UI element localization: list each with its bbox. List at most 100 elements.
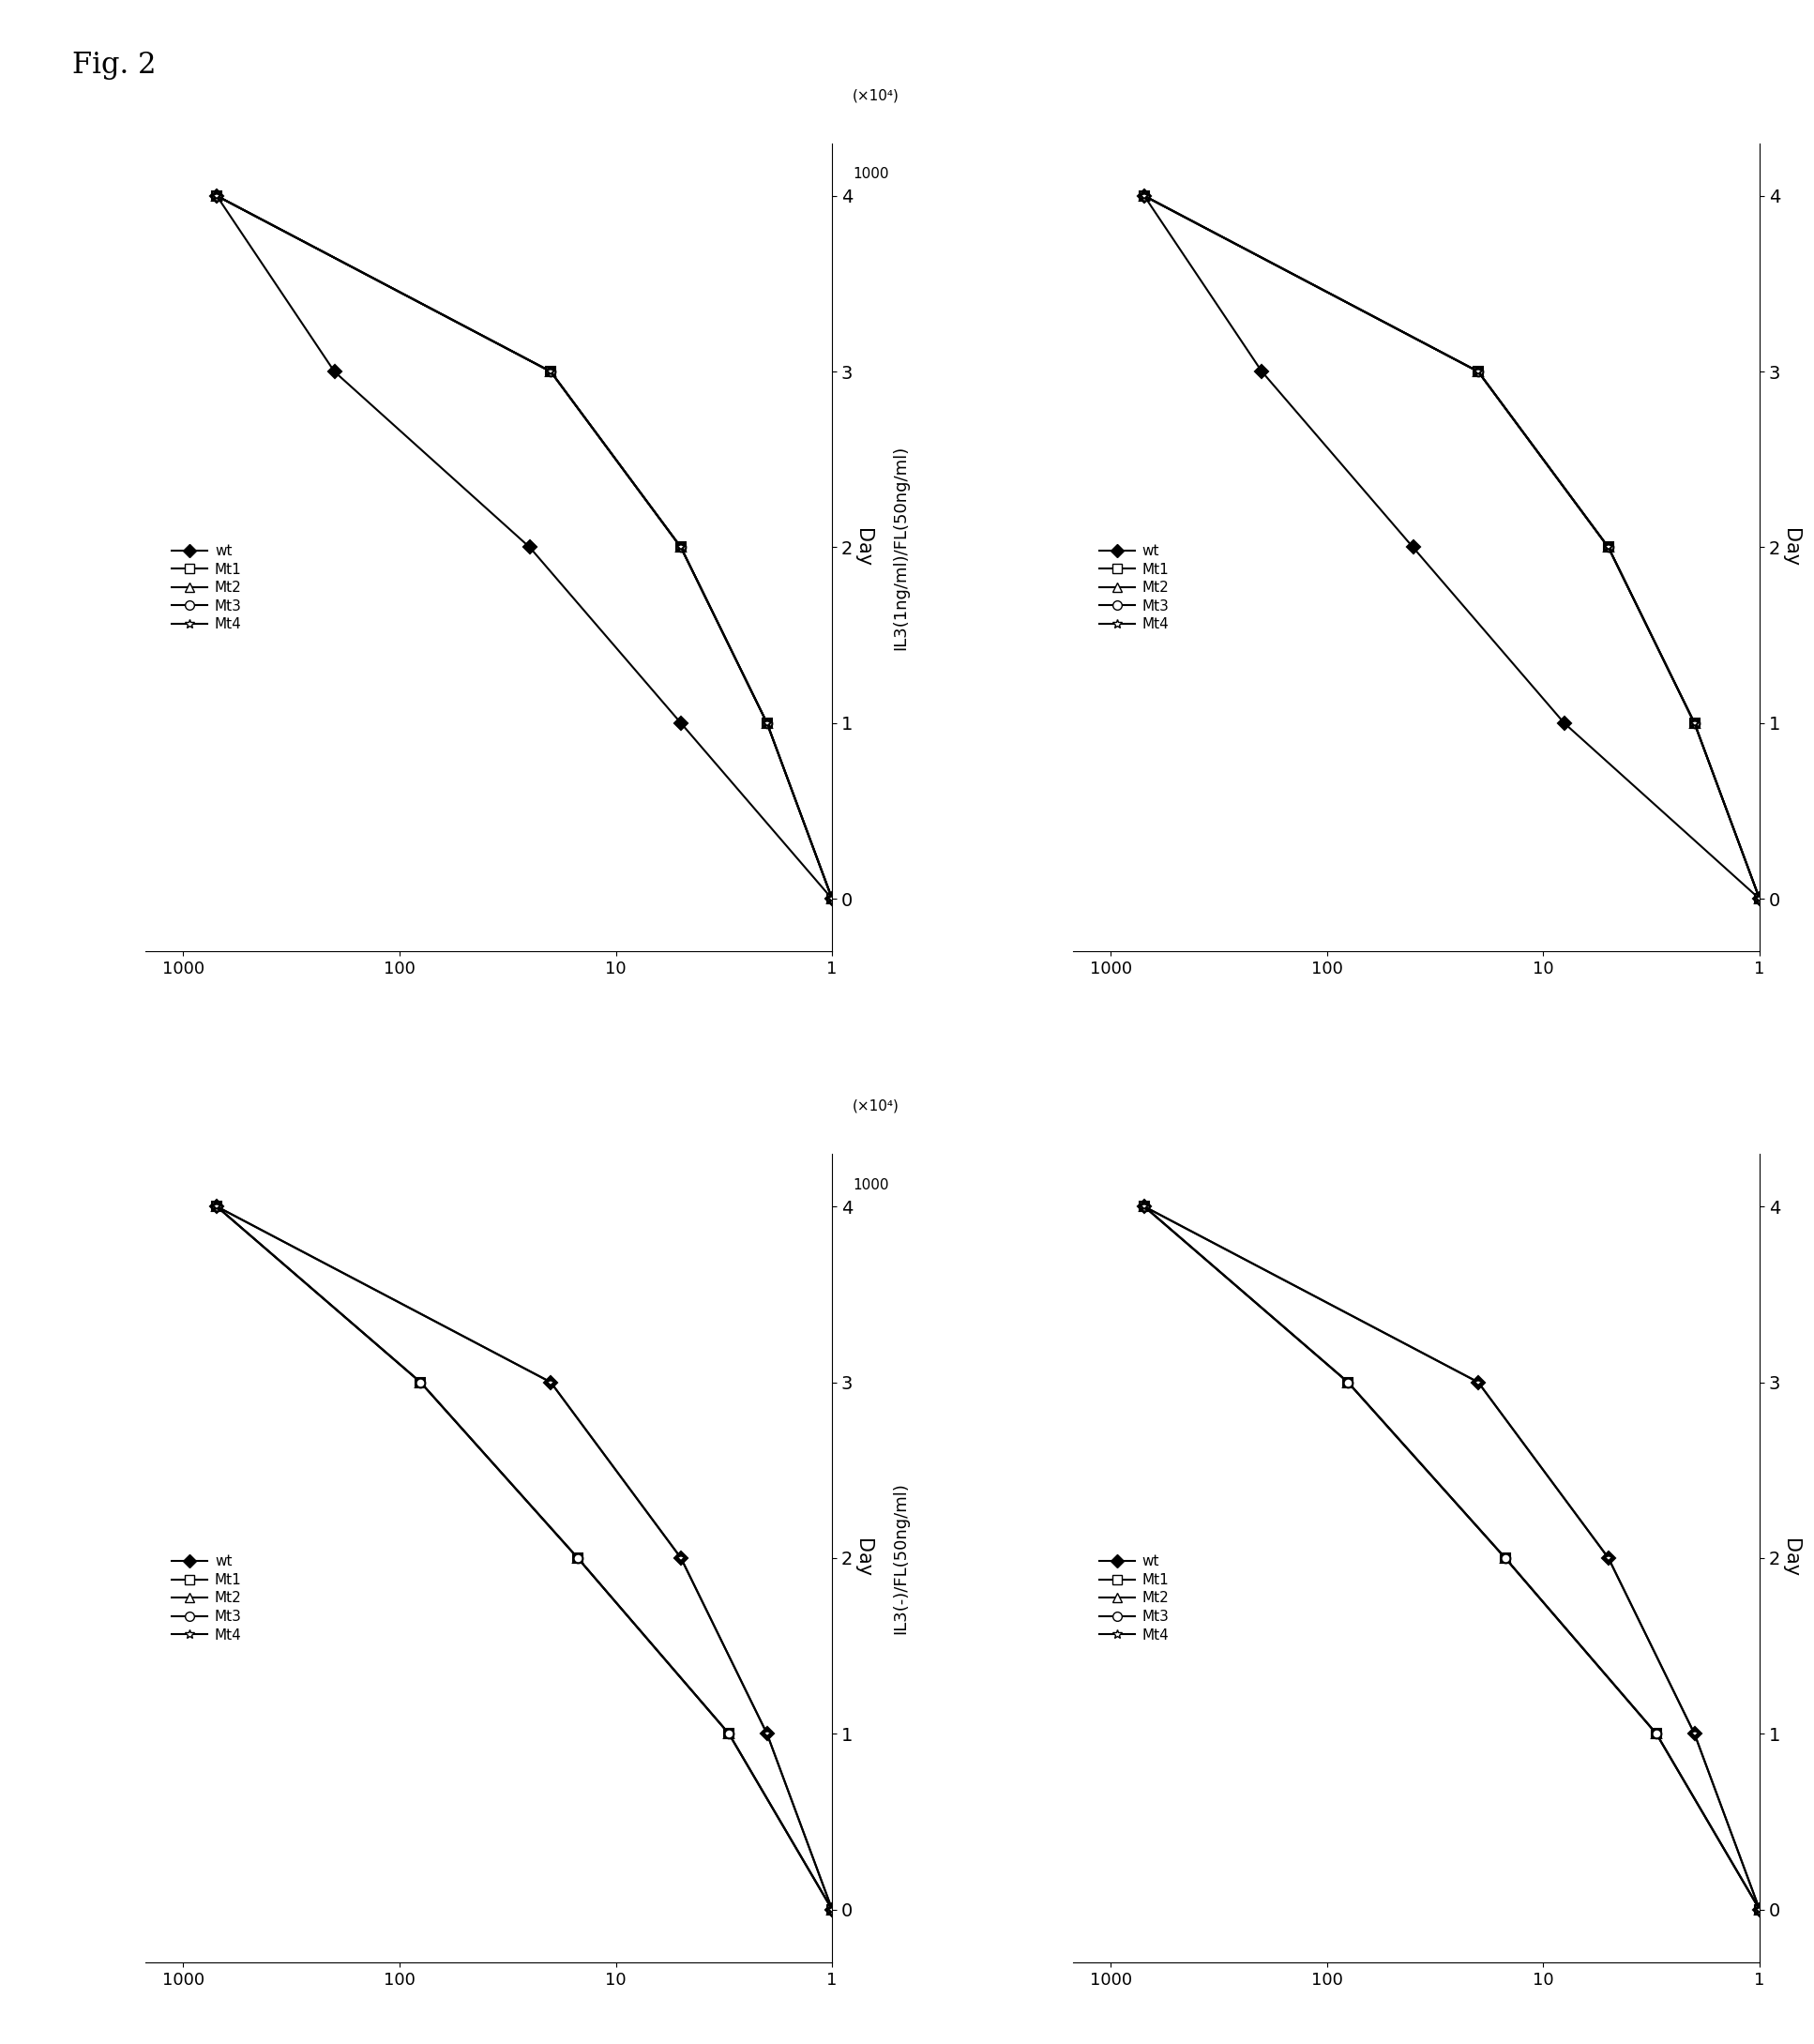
- Mt2: [1749, 1897, 1770, 1921]
- Mt2: [205, 184, 227, 208]
- Mt2: [1683, 711, 1705, 736]
- Line: Mt3: Mt3: [212, 192, 836, 903]
- Mt3: [541, 360, 562, 384]
- Mt4: [541, 360, 562, 384]
- wt: [756, 1721, 778, 1746]
- wt: [1252, 360, 1273, 384]
- Line: Mt1: Mt1: [212, 192, 836, 903]
- Mt3: [1598, 536, 1620, 560]
- wt: [205, 1194, 227, 1218]
- wt: [1134, 1194, 1156, 1218]
- wt: [1749, 887, 1770, 912]
- Mt4: [822, 1897, 844, 1921]
- Mt2: [1749, 887, 1770, 912]
- Line: Mt1: Mt1: [1139, 192, 1765, 903]
- Text: IL3(-)/FL(50ng/ml): IL3(-)/FL(50ng/ml): [892, 1482, 909, 1633]
- Mt2: [1598, 536, 1620, 560]
- Mt3: [1495, 1545, 1517, 1570]
- Mt3: [1337, 1369, 1359, 1394]
- Mt4: [1598, 536, 1620, 560]
- Mt2: [822, 887, 844, 912]
- Legend: wt, Mt1, Mt2, Mt3, Mt4: wt, Mt1, Mt2, Mt3, Mt4: [1094, 538, 1175, 638]
- Mt2: [1337, 1369, 1359, 1394]
- Y-axis label: Day: Day: [854, 1539, 873, 1578]
- Mt4: [1683, 711, 1705, 736]
- Mt1: [1134, 184, 1156, 208]
- wt: [1553, 711, 1575, 736]
- Mt4: [756, 1721, 778, 1746]
- Text: 1000: 1000: [853, 168, 889, 182]
- Text: 1000: 1000: [853, 1177, 889, 1192]
- Mt3: [1749, 1897, 1770, 1921]
- Line: wt: wt: [212, 192, 836, 903]
- wt: [1468, 1369, 1489, 1394]
- Mt3: [410, 1369, 432, 1394]
- Text: (×10⁴): (×10⁴): [853, 88, 900, 102]
- Mt1: [1749, 887, 1770, 912]
- Mt1: [541, 360, 562, 384]
- wt: [1134, 184, 1156, 208]
- Line: Mt4: Mt4: [212, 192, 836, 903]
- Mt2: [410, 1369, 432, 1394]
- wt: [1683, 1721, 1705, 1746]
- Mt2: [669, 536, 691, 560]
- Mt1: [1749, 1897, 1770, 1921]
- Mt1: [1645, 1721, 1667, 1746]
- Mt1: [756, 711, 778, 736]
- Line: Mt2: Mt2: [1139, 192, 1765, 903]
- Mt3: [205, 1194, 227, 1218]
- Mt3: [205, 184, 227, 208]
- Mt4: [1468, 1369, 1489, 1394]
- wt: [1598, 1545, 1620, 1570]
- wt: [541, 1369, 562, 1394]
- wt: [1749, 1897, 1770, 1921]
- wt: [205, 184, 227, 208]
- Mt4: [1749, 1897, 1770, 1921]
- Text: IL3(1ng/ml)/FL(50ng/ml): IL3(1ng/ml)/FL(50ng/ml): [892, 446, 909, 650]
- wt: [519, 536, 541, 560]
- Mt3: [1134, 1194, 1156, 1218]
- Mt1: [205, 184, 227, 208]
- Mt4: [1749, 887, 1770, 912]
- Line: Mt2: Mt2: [212, 1202, 836, 1913]
- Mt3: [1134, 184, 1156, 208]
- Line: Mt4: Mt4: [1139, 1202, 1765, 1913]
- Mt1: [822, 1897, 844, 1921]
- Line: Mt4: Mt4: [1139, 192, 1765, 903]
- Mt4: [1598, 1545, 1620, 1570]
- Line: Mt1: Mt1: [212, 1202, 836, 1913]
- Mt1: [669, 536, 691, 560]
- Mt1: [410, 1369, 432, 1394]
- wt: [1402, 536, 1424, 560]
- Text: Fig. 2: Fig. 2: [73, 51, 156, 80]
- Mt2: [566, 1545, 588, 1570]
- Mt3: [822, 1897, 844, 1921]
- Mt1: [1683, 711, 1705, 736]
- Mt2: [1645, 1721, 1667, 1746]
- Mt2: [205, 1194, 227, 1218]
- Mt3: [566, 1545, 588, 1570]
- Line: wt: wt: [1139, 192, 1765, 903]
- Mt2: [756, 711, 778, 736]
- Mt3: [1749, 887, 1770, 912]
- Mt3: [718, 1721, 740, 1746]
- Line: wt: wt: [1139, 1202, 1765, 1913]
- Mt4: [205, 184, 227, 208]
- Mt3: [1683, 711, 1705, 736]
- Mt1: [1337, 1369, 1359, 1394]
- wt: [669, 711, 691, 736]
- Line: Mt2: Mt2: [1139, 1202, 1765, 1913]
- Mt4: [1134, 1194, 1156, 1218]
- Mt4: [822, 887, 844, 912]
- Line: Mt1: Mt1: [1139, 1202, 1765, 1913]
- Mt2: [1134, 1194, 1156, 1218]
- Mt1: [1495, 1545, 1517, 1570]
- Mt4: [205, 1194, 227, 1218]
- Text: (×10⁴): (×10⁴): [853, 1100, 900, 1114]
- Mt4: [1683, 1721, 1705, 1746]
- Mt2: [1495, 1545, 1517, 1570]
- Line: Mt2: Mt2: [212, 192, 836, 903]
- Mt4: [669, 536, 691, 560]
- Mt1: [566, 1545, 588, 1570]
- Line: Mt3: Mt3: [1139, 1202, 1765, 1913]
